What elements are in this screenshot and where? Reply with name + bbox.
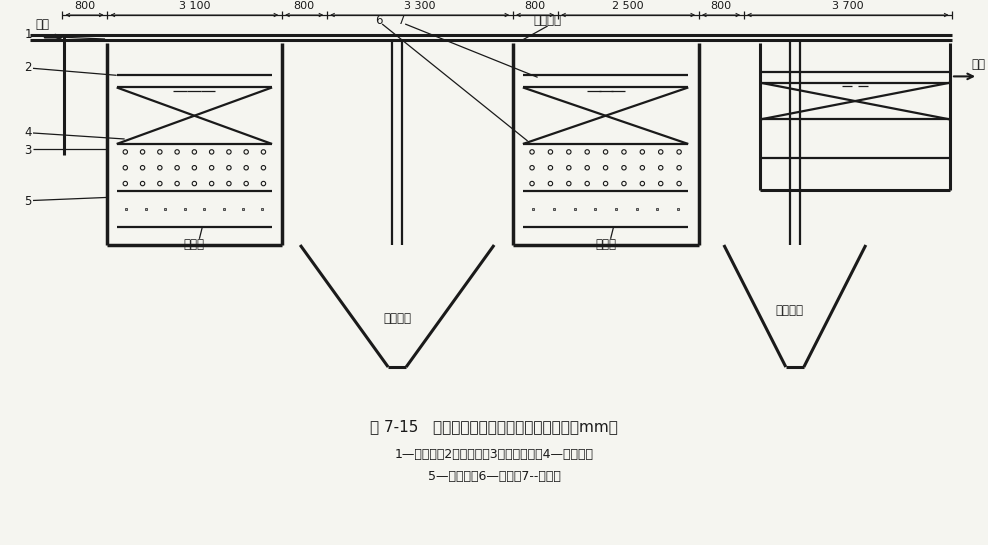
Text: 曝气管: 曝气管 xyxy=(595,238,617,251)
Text: 2 500: 2 500 xyxy=(613,1,644,11)
Text: 图 7-15   接触氧化池及接触沉淀池图（单位：mm）: 图 7-15 接触氧化池及接触沉淀池图（单位：mm） xyxy=(370,420,618,434)
Text: 5—构造层；6—滤层；7--清水层: 5—构造层；6—滤层；7--清水层 xyxy=(428,470,560,483)
Text: 反冲气管: 反冲气管 xyxy=(776,304,804,317)
Text: 1—导流槽；2－稳水层；3－－填料层；4—导流墙；: 1—导流槽；2－稳水层；3－－填料层；4—导流墙； xyxy=(394,449,594,462)
Text: 3 700: 3 700 xyxy=(832,1,864,11)
Text: 3: 3 xyxy=(25,143,32,156)
Text: 出水: 出水 xyxy=(971,58,985,71)
Text: 6: 6 xyxy=(375,15,383,27)
Text: 800: 800 xyxy=(710,1,731,11)
Text: 3 300: 3 300 xyxy=(404,1,436,11)
Text: 2: 2 xyxy=(25,61,32,74)
Text: 反冲气管: 反冲气管 xyxy=(383,312,411,325)
Text: 3 100: 3 100 xyxy=(179,1,210,11)
Text: 5: 5 xyxy=(25,195,32,208)
Text: 800: 800 xyxy=(293,1,315,11)
Text: 800: 800 xyxy=(74,1,95,11)
Text: 曝气管: 曝气管 xyxy=(184,238,205,251)
Text: 曝气干管: 曝气干管 xyxy=(534,15,561,27)
Text: 800: 800 xyxy=(525,1,545,11)
Text: 4: 4 xyxy=(25,125,32,138)
Text: 进水: 进水 xyxy=(35,19,49,32)
Text: 1: 1 xyxy=(25,28,32,41)
Text: 7: 7 xyxy=(398,15,406,27)
